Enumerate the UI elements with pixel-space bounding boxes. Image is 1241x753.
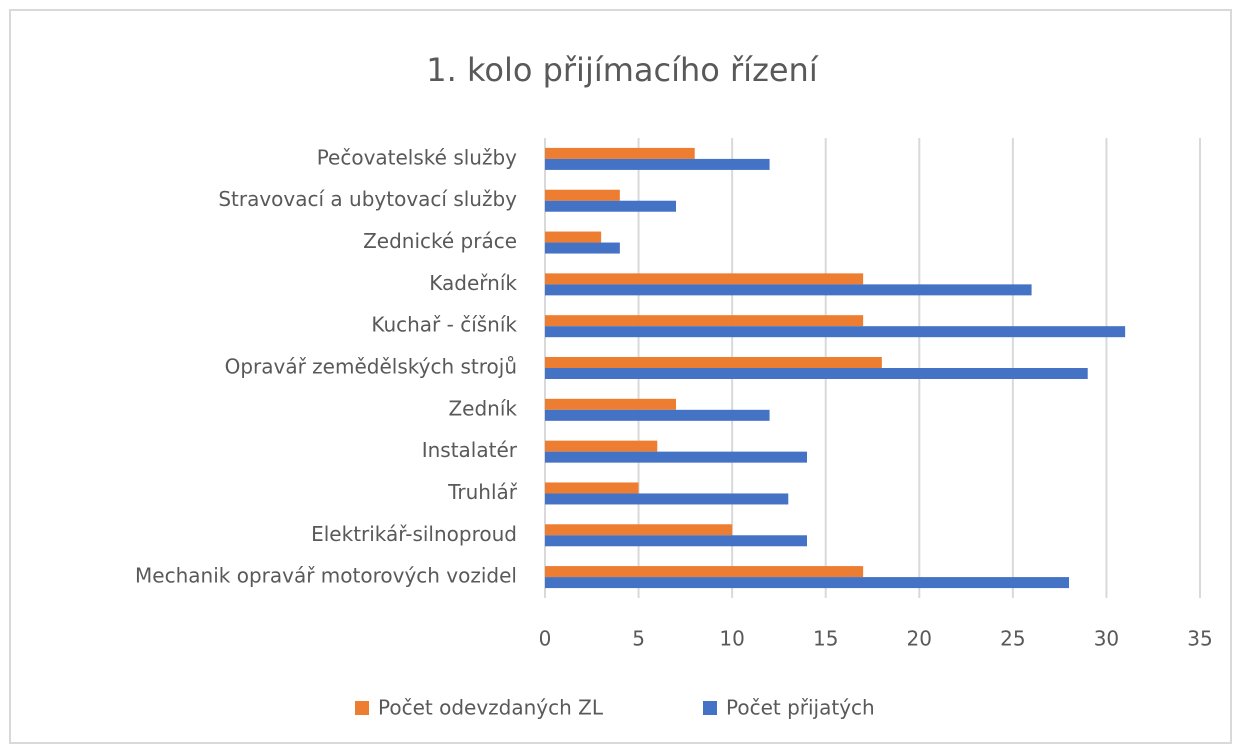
legend-label: Počet odevzdaných ZL: [378, 696, 604, 720]
y-tick-label: Stravovací a ubytovací služby: [218, 187, 517, 211]
bar: [545, 273, 864, 285]
bar: [545, 242, 620, 254]
bar: [545, 315, 864, 327]
bar: [545, 284, 1032, 296]
x-tick-label: 20: [907, 627, 932, 651]
bar: [545, 398, 676, 410]
y-tick-label: Opravář zemědělských strojů: [225, 355, 517, 379]
bar: [545, 524, 733, 536]
x-tick-label: 10: [719, 627, 744, 651]
y-tick-label: Kadeřník: [429, 271, 517, 295]
y-tick-label: Zednické práce: [363, 229, 517, 253]
y-tick-label: Zedník: [448, 396, 517, 420]
y-tick-label: Elektrikář-silnoproud: [311, 522, 517, 546]
y-tick-label: Truhlář: [447, 480, 518, 504]
bar: [545, 326, 1126, 338]
bar: [545, 577, 1069, 589]
bar: [545, 493, 789, 505]
bar: [545, 158, 770, 170]
x-tick-label: 25: [1000, 627, 1025, 651]
bar: [545, 440, 658, 452]
bar: [545, 231, 602, 243]
bar: [545, 482, 639, 494]
legend-swatch: [355, 701, 369, 715]
bar: [545, 357, 882, 368]
y-tick-label: Instalatér: [422, 438, 518, 462]
bar: [545, 189, 620, 201]
y-tick-label: Kuchař - číšník: [371, 313, 517, 337]
x-tick-label: 30: [1094, 627, 1119, 651]
bar: [545, 566, 864, 578]
y-tick-label: Mechanik opravář motorových vozidel: [135, 564, 517, 588]
bar: [545, 368, 1088, 379]
bar: [545, 409, 770, 421]
x-tick-label: 15: [813, 627, 838, 651]
chart-title: 1. kolo přijímacího řízení: [426, 51, 819, 89]
legend-label: Počet přijatých: [726, 696, 875, 720]
y-tick-label: Pečovatelské služby: [317, 145, 517, 169]
x-tick-label: 0: [539, 627, 552, 651]
x-tick-label: 5: [632, 627, 645, 651]
bar: [545, 200, 676, 212]
x-tick-label: 35: [1187, 627, 1212, 651]
bar: [545, 451, 807, 463]
bar: [545, 535, 807, 547]
legend-swatch: [703, 701, 717, 715]
bar: [545, 147, 695, 159]
